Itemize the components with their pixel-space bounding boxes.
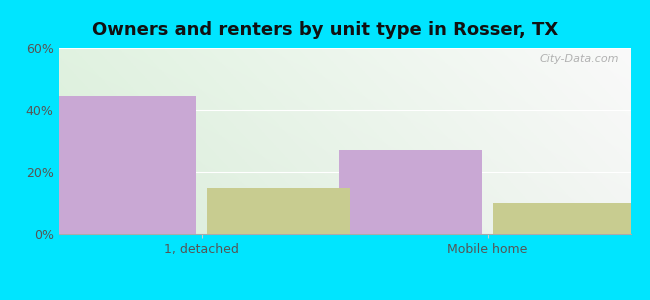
Bar <box>207 188 350 234</box>
Bar <box>339 150 482 234</box>
Text: City-Data.com: City-Data.com <box>540 54 619 64</box>
Bar <box>53 96 196 234</box>
Bar <box>493 203 636 234</box>
Text: Owners and renters by unit type in Rosser, TX: Owners and renters by unit type in Rosse… <box>92 21 558 39</box>
